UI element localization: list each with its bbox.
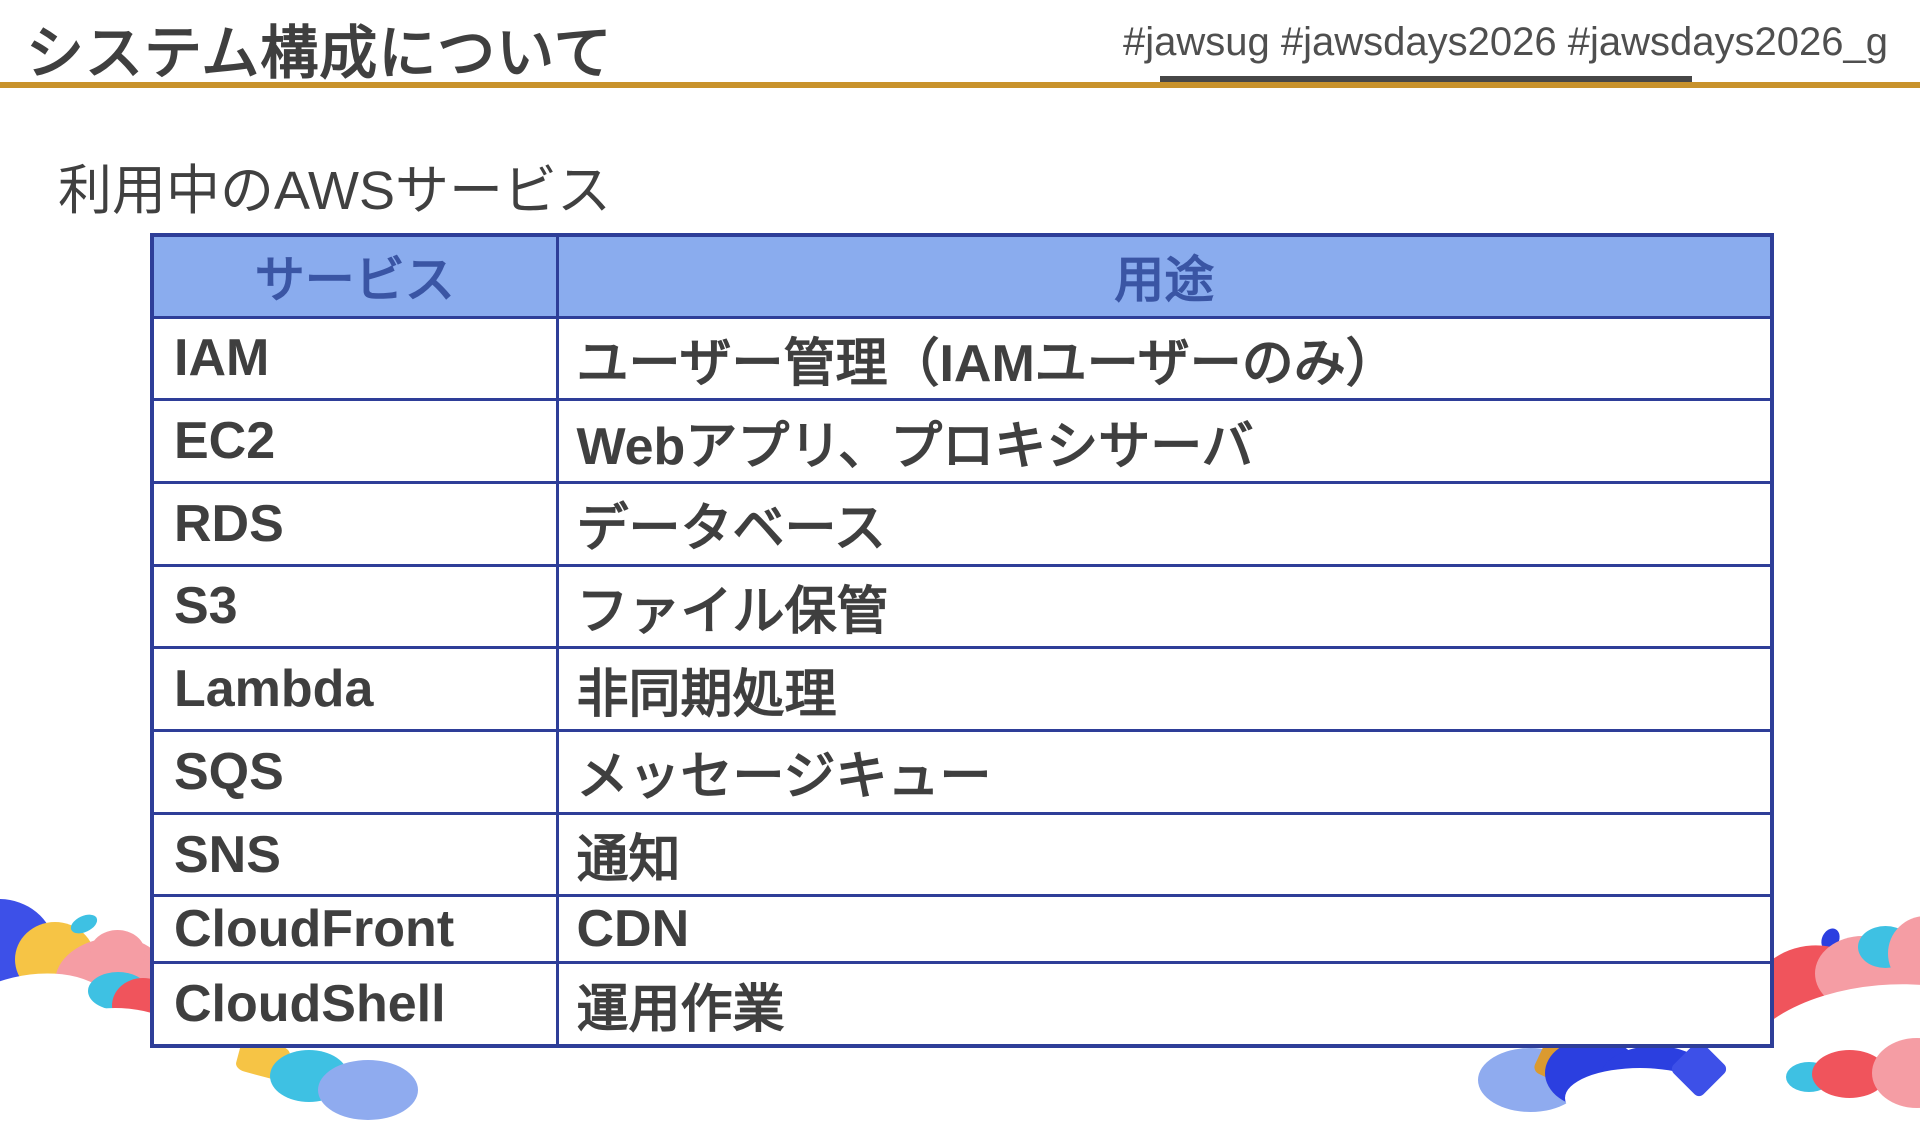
service-usage: 通知 <box>555 811 1774 898</box>
service-name: CloudShell <box>150 961 559 1048</box>
service-name: S3 <box>150 563 559 650</box>
service-name: CloudFront <box>150 894 559 965</box>
table-row: Lambda 非同期処理 <box>150 646 1774 733</box>
table-row: CloudFront CDN <box>150 894 1774 965</box>
service-name: IAM <box>150 315 559 402</box>
aws-services-table: サービス 用途 IAM ユーザー管理（IAMユーザーのみ） EC2 Webアプリ… <box>150 233 1774 1048</box>
table-header-service: サービス <box>150 233 559 319</box>
table-row: SNS 通知 <box>150 811 1774 898</box>
table-row: CloudShell 運用作業 <box>150 961 1774 1048</box>
service-usage: 運用作業 <box>555 961 1774 1048</box>
service-name: SQS <box>150 729 559 815</box>
service-usage: Webアプリ、プロキシサーバ <box>555 398 1774 484</box>
table-row: EC2 Webアプリ、プロキシサーバ <box>150 398 1774 484</box>
table-header-row: サービス 用途 <box>150 233 1774 319</box>
service-usage: データベース <box>555 480 1774 567</box>
service-usage: ユーザー管理（IAMユーザーのみ） <box>555 315 1774 402</box>
service-name: EC2 <box>150 398 559 484</box>
service-name: RDS <box>150 480 559 567</box>
table-row: SQS メッセージキュー <box>150 729 1774 815</box>
decor-pink-blob <box>90 930 145 975</box>
service-name: SNS <box>150 811 559 898</box>
hashtags-text: #jawsug #jawsdays2026 #jawsdays2026_g <box>1123 20 1888 64</box>
service-usage: メッセージキュー <box>555 729 1774 815</box>
service-name: Lambda <box>150 646 559 733</box>
header-gold-line <box>0 82 1920 88</box>
slide: { "slide": { "title": "システム構成について", "has… <box>0 20 1920 1120</box>
header-dark-underline <box>1160 76 1692 82</box>
page-title: システム構成について <box>26 21 613 86</box>
table-row: RDS データベース <box>150 480 1774 567</box>
table-header-usage: 用途 <box>555 233 1774 319</box>
table-row: S3 ファイル保管 <box>150 563 1774 650</box>
table-row: IAM ユーザー管理（IAMユーザーのみ） <box>150 315 1774 402</box>
service-usage: CDN <box>555 894 1774 965</box>
decor-periwinkle-arc <box>318 1060 418 1120</box>
section-subtitle: 利用中のAWSサービス <box>58 161 611 221</box>
service-usage: 非同期処理 <box>555 646 1774 733</box>
service-usage: ファイル保管 <box>555 563 1774 650</box>
